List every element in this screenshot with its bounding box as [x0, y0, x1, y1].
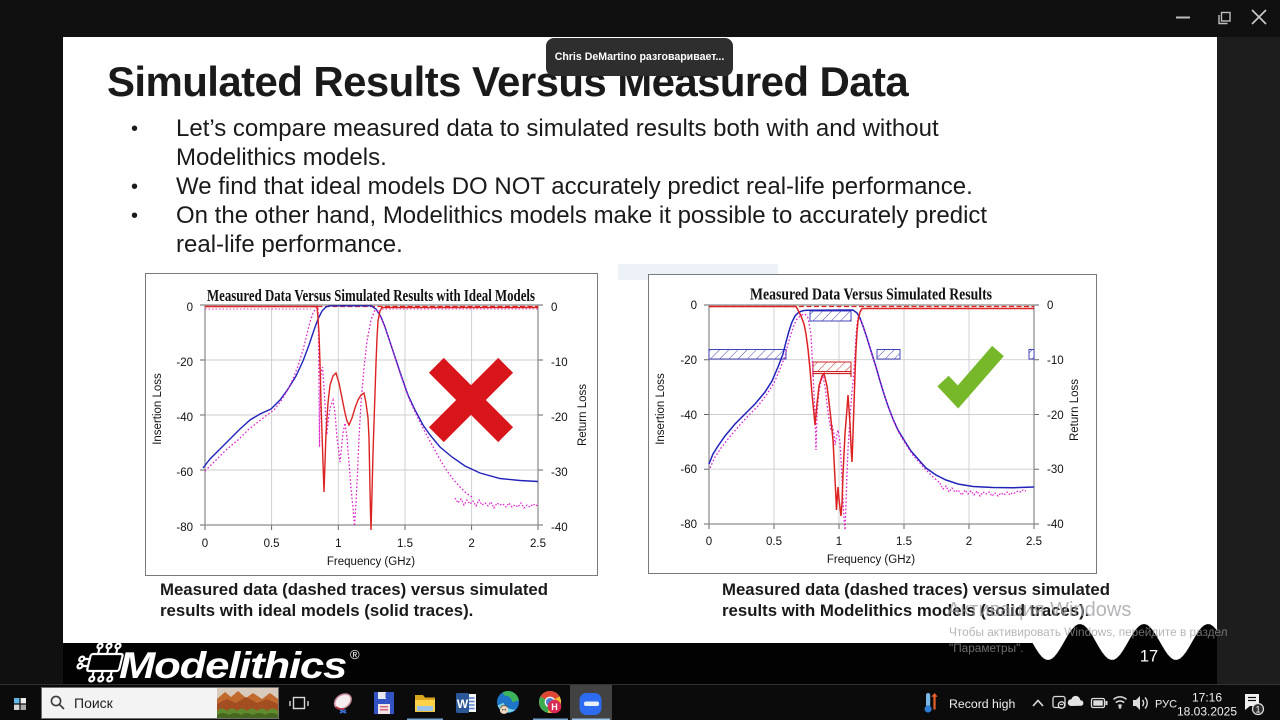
svg-text:1.5: 1.5 — [397, 538, 413, 550]
svg-text:1: 1 — [836, 536, 842, 548]
svg-text:0: 0 — [551, 302, 557, 314]
svg-text:-60: -60 — [176, 467, 193, 479]
svg-text:Insertion Loss: Insertion Loss — [655, 373, 667, 445]
svg-text:-10: -10 — [1047, 355, 1064, 367]
svg-text:0: 0 — [691, 300, 697, 312]
svg-text:-20: -20 — [1047, 410, 1064, 422]
svg-text:-20: -20 — [680, 355, 697, 367]
svg-text:-40: -40 — [176, 412, 193, 424]
svg-text:Measured Data Versus Simulated: Measured Data Versus Simulated Results w… — [207, 286, 535, 305]
svg-text:2.5: 2.5 — [530, 538, 546, 550]
svg-text:0.5: 0.5 — [766, 536, 782, 548]
svg-text:Measured Data Versus Simulated: Measured Data Versus Simulated Results — [750, 285, 992, 304]
svg-text:H: H — [551, 702, 558, 712]
svg-text:Frequency (GHz): Frequency (GHz) — [827, 554, 915, 566]
svg-text:0: 0 — [202, 538, 208, 550]
svg-text:-30: -30 — [551, 467, 568, 479]
svg-text:-10: -10 — [551, 357, 568, 369]
svg-text:-30: -30 — [1047, 464, 1064, 476]
svg-text:0: 0 — [1047, 300, 1053, 312]
svg-text:Insertion Loss: Insertion Loss — [152, 373, 164, 445]
svg-text:Return Loss: Return Loss — [577, 384, 589, 446]
svg-text:1.5: 1.5 — [896, 536, 912, 548]
svg-text:18.03.2025: 18.03.2025 — [1177, 705, 1237, 719]
svg-text:0.5: 0.5 — [264, 538, 280, 550]
svg-text:0: 0 — [187, 302, 193, 314]
svg-text:2: 2 — [468, 538, 474, 550]
svg-text:Return Loss: Return Loss — [1069, 379, 1081, 441]
svg-text:Record high: Record high — [949, 697, 1015, 711]
svg-text:-40: -40 — [1047, 519, 1064, 531]
svg-text:W: W — [457, 697, 469, 711]
svg-text:-80: -80 — [680, 519, 697, 531]
svg-text:-60: -60 — [680, 464, 697, 476]
svg-text:1: 1 — [1255, 705, 1260, 715]
svg-text:®: ® — [350, 647, 360, 662]
svg-text:1: 1 — [335, 538, 341, 550]
svg-text:Поиск: Поиск — [74, 695, 114, 711]
svg-text:-20: -20 — [176, 357, 193, 369]
svg-text:-20: -20 — [551, 412, 568, 424]
svg-text:2.5: 2.5 — [1026, 536, 1042, 548]
svg-text:-40: -40 — [680, 410, 697, 422]
svg-text:17:16: 17:16 — [1192, 691, 1222, 705]
svg-text:0: 0 — [706, 536, 712, 548]
svg-text:-80: -80 — [176, 522, 193, 534]
svg-text:17: 17 — [1140, 648, 1158, 666]
svg-text:Modelithics: Modelithics — [119, 644, 347, 684]
svg-text:2: 2 — [966, 536, 972, 548]
svg-text:Frequency (GHz): Frequency (GHz) — [327, 556, 415, 568]
svg-text:-40: -40 — [551, 522, 568, 534]
svg-text:РУС: РУС — [1155, 699, 1177, 711]
